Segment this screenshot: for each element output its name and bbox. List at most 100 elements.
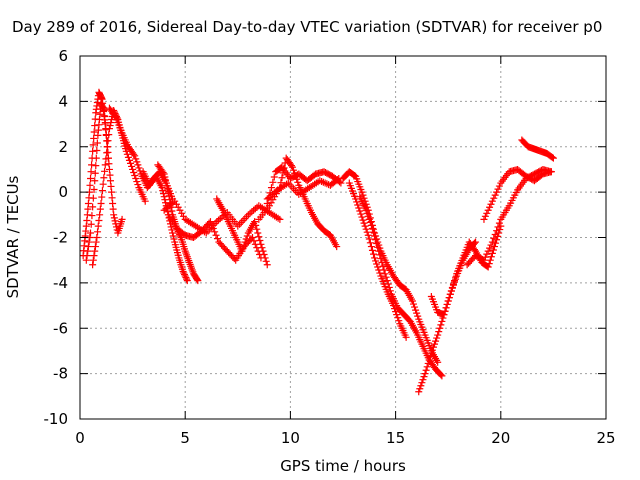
data-point bbox=[169, 232, 177, 240]
data-point bbox=[491, 191, 499, 199]
data-point bbox=[110, 214, 118, 222]
data-point bbox=[366, 218, 374, 226]
data-point bbox=[110, 211, 118, 219]
y-axis-label: SDTVAR / TECUs bbox=[4, 175, 22, 298]
grid bbox=[80, 56, 606, 419]
data-point bbox=[276, 215, 284, 223]
data-point bbox=[412, 306, 420, 314]
x-tick-label: 5 bbox=[180, 429, 190, 447]
data-point bbox=[442, 304, 450, 312]
data-point bbox=[162, 176, 170, 184]
data-point bbox=[372, 236, 380, 244]
data-point bbox=[123, 150, 131, 158]
data-point bbox=[128, 162, 136, 170]
data-point bbox=[183, 275, 191, 283]
data-point bbox=[133, 178, 141, 186]
series-s19 bbox=[480, 165, 555, 223]
data-point bbox=[251, 218, 259, 226]
data-point bbox=[377, 255, 385, 263]
data-point bbox=[267, 184, 275, 192]
data-point bbox=[357, 210, 365, 218]
data-point bbox=[118, 215, 126, 223]
x-tick-label: 15 bbox=[386, 429, 405, 447]
data-point bbox=[490, 243, 498, 251]
data-point bbox=[480, 215, 488, 223]
data-point bbox=[158, 184, 166, 192]
data-point bbox=[262, 257, 270, 265]
data-point bbox=[87, 168, 95, 176]
data-point bbox=[98, 187, 106, 195]
data-point bbox=[101, 113, 109, 120]
data-point bbox=[84, 247, 92, 255]
data-point bbox=[90, 252, 98, 260]
data-point bbox=[161, 173, 169, 181]
data-point bbox=[443, 300, 451, 308]
data-point bbox=[164, 185, 172, 193]
data-point bbox=[92, 162, 100, 170]
data-point bbox=[375, 247, 383, 255]
data-point bbox=[549, 154, 557, 162]
data-point bbox=[494, 185, 502, 193]
data-point bbox=[89, 261, 97, 269]
data-point bbox=[393, 311, 401, 319]
data-point bbox=[490, 234, 498, 242]
data-point bbox=[180, 269, 188, 277]
data-point bbox=[333, 176, 341, 184]
data-point bbox=[481, 212, 489, 220]
data-point bbox=[182, 274, 190, 282]
data-point bbox=[373, 240, 381, 248]
data-point bbox=[480, 256, 488, 264]
data-point bbox=[359, 191, 367, 199]
data-point bbox=[376, 251, 384, 259]
data-point bbox=[487, 253, 495, 261]
data-point bbox=[365, 235, 373, 243]
data-point bbox=[209, 224, 217, 232]
data-point bbox=[449, 280, 457, 288]
data-point bbox=[414, 312, 422, 320]
series-s7 bbox=[160, 197, 284, 237]
data-point bbox=[111, 112, 119, 120]
data-point bbox=[383, 277, 391, 285]
data-point bbox=[130, 150, 138, 158]
x-axis-label: GPS time / hours bbox=[280, 457, 406, 475]
data-point bbox=[97, 199, 105, 207]
data-point bbox=[378, 258, 386, 266]
data-point bbox=[89, 194, 97, 202]
data-point bbox=[133, 158, 141, 166]
data-point bbox=[259, 247, 267, 255]
y-tick-label: -6 bbox=[53, 319, 68, 337]
data-point bbox=[484, 206, 492, 214]
series-s3 bbox=[89, 106, 149, 269]
data-point bbox=[359, 216, 367, 224]
data-point bbox=[99, 180, 107, 188]
data-point bbox=[104, 137, 112, 145]
y-tick-label: -4 bbox=[53, 274, 68, 292]
data-point bbox=[270, 173, 278, 181]
data-point bbox=[424, 359, 432, 367]
data-point bbox=[354, 201, 362, 209]
data-point bbox=[395, 317, 403, 325]
data-point bbox=[487, 241, 495, 249]
data-point bbox=[136, 167, 144, 175]
series-s10 bbox=[255, 154, 341, 251]
data-point bbox=[384, 280, 392, 288]
data-point bbox=[368, 224, 376, 232]
data-point bbox=[431, 340, 439, 348]
data-point bbox=[256, 237, 264, 245]
data-point bbox=[82, 256, 90, 264]
data-point bbox=[131, 152, 139, 160]
data-point bbox=[86, 181, 94, 189]
data-point bbox=[373, 260, 381, 268]
data-point bbox=[486, 203, 494, 211]
data-point bbox=[492, 239, 500, 247]
data-point bbox=[164, 188, 172, 196]
data-point bbox=[441, 307, 449, 315]
data-point bbox=[366, 239, 374, 247]
data-point bbox=[419, 376, 427, 384]
data-point bbox=[380, 266, 388, 274]
data-point bbox=[93, 139, 101, 147]
data-point bbox=[105, 131, 113, 139]
data-point bbox=[91, 247, 99, 255]
data-point bbox=[402, 333, 410, 341]
y-tick-label: 6 bbox=[58, 47, 68, 65]
